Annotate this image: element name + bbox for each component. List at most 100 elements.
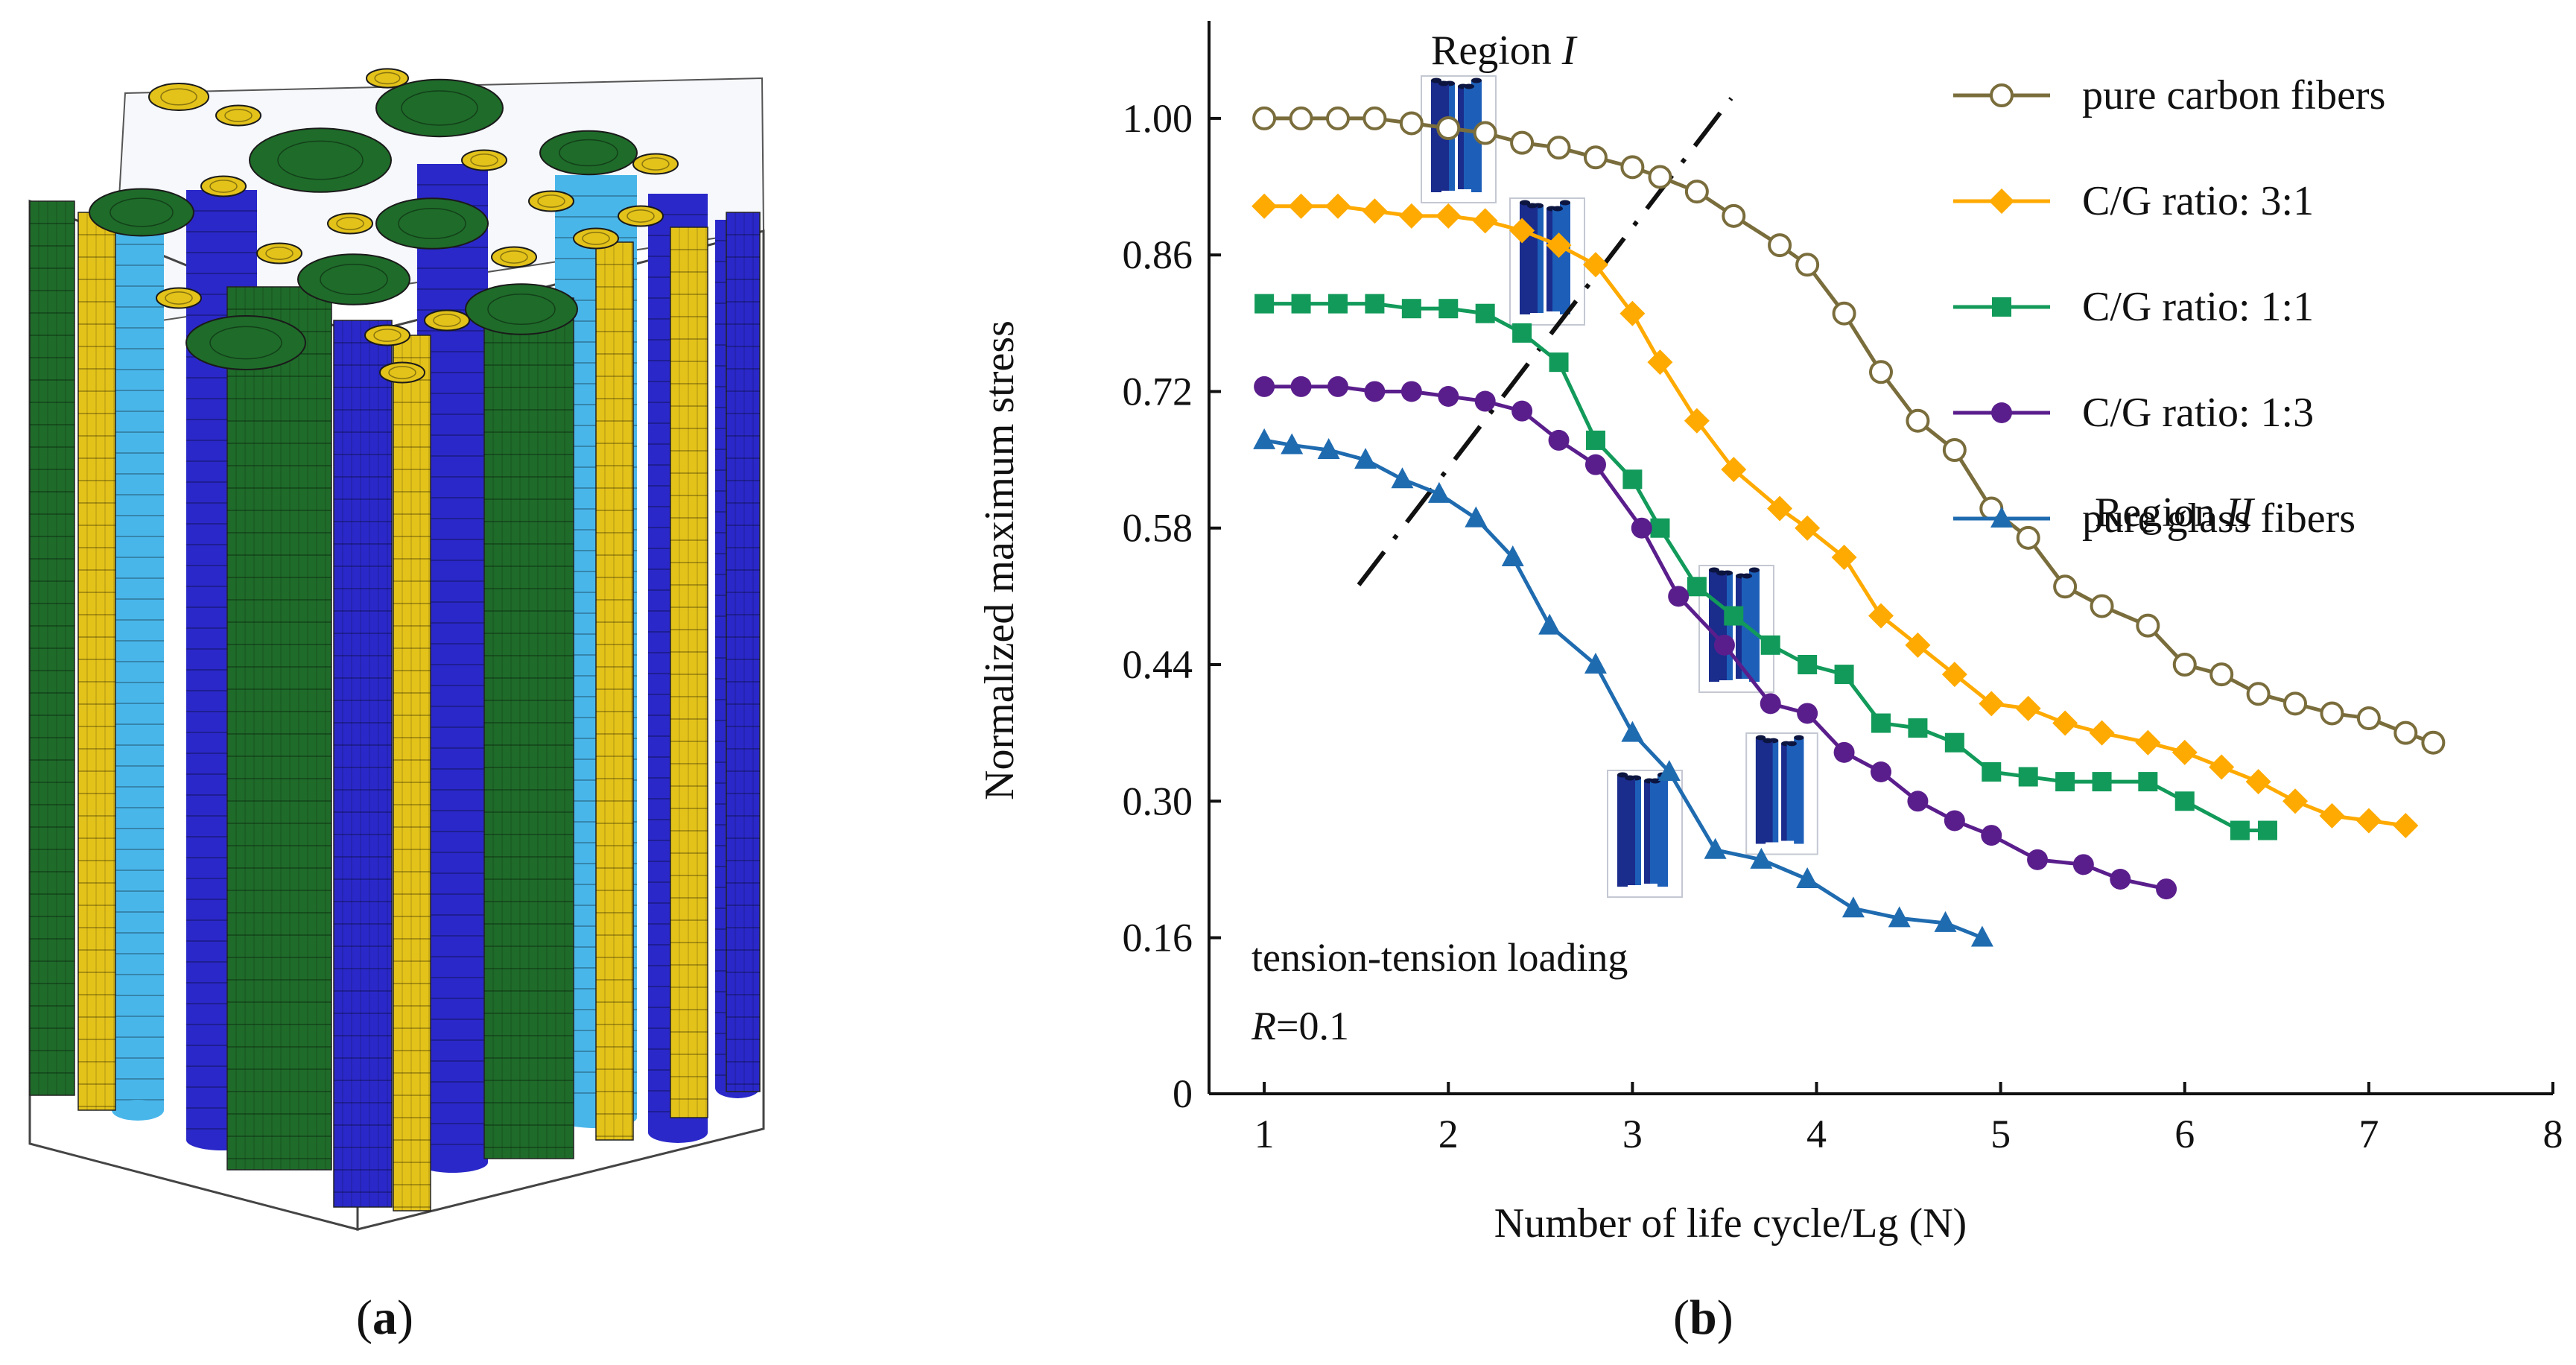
icon-fiber <box>1716 573 1727 680</box>
data-point-carbon <box>2393 720 2418 745</box>
data-point-cg31 <box>1795 515 1821 541</box>
legend-item-carbon: pure carbon fibers <box>1953 72 2385 118</box>
x-tick-label: 3 <box>1622 1112 1643 1156</box>
icon-fiber-top <box>1794 735 1804 741</box>
data-point-cg11 <box>2092 772 2112 792</box>
data-point-cg13 <box>1584 454 1606 475</box>
data-point-cg31 <box>2171 739 2198 765</box>
data-point-carbon <box>1325 106 1350 130</box>
data-point-cg13 <box>1871 761 1891 782</box>
series-group <box>1251 75 2446 947</box>
data-point-cg31 <box>1647 349 1673 376</box>
cylinder-bottom <box>648 1122 708 1143</box>
model-fiber-strip <box>670 227 708 1118</box>
x-tick-label: 4 <box>1806 1112 1827 1156</box>
fiber-end-mesh <box>388 366 416 379</box>
model-cylinder-back <box>112 224 164 1121</box>
data-point-carbon <box>1436 116 1461 140</box>
data-point-cg31 <box>2319 802 2345 829</box>
legend-label: pure glass fibers <box>2082 495 2355 542</box>
data-point-glass <box>1317 438 1340 459</box>
model-fiber-end <box>375 197 489 250</box>
data-point-glass <box>1281 433 1304 455</box>
data-point-cg11 <box>1724 606 1744 626</box>
data-point-cg11 <box>2257 820 2277 840</box>
data-point-cg31 <box>1435 203 1462 229</box>
icon-frame <box>1509 197 1585 326</box>
data-point-cg13 <box>1944 810 1965 832</box>
x-tick-label: 2 <box>1438 1112 1459 1156</box>
y-tick-label: 0.86 <box>1123 232 1193 277</box>
data-point-cg13 <box>2156 878 2177 900</box>
model-fiber-end <box>256 242 302 265</box>
panel-a-caption-layer: (a) <box>356 1290 413 1345</box>
data-point-cg31 <box>1472 208 1498 234</box>
data-point-carbon <box>2356 706 2381 730</box>
series-glass <box>1253 428 1993 947</box>
panel-a: (a) <box>0 0 849 1361</box>
data-point-cg11 <box>1908 718 1928 738</box>
icon-fiber-top <box>1786 741 1797 747</box>
strip-body <box>393 335 431 1212</box>
icon-fiber-top <box>1742 573 1752 579</box>
icon-fiber-top <box>1749 567 1760 573</box>
data-point-carbon <box>2320 701 2344 726</box>
icon-fiber <box>1527 206 1538 313</box>
model-fiber-end <box>327 212 373 235</box>
fiber-end-face <box>89 188 194 237</box>
model-fiber-end <box>539 130 638 176</box>
fiber-inset-icon-cg13 <box>1745 732 1818 855</box>
model-fiber-end <box>573 227 619 250</box>
data-point-cg31 <box>1684 408 1710 434</box>
model-fiber-end <box>465 283 578 335</box>
fiber-end-face <box>366 68 409 89</box>
data-point-cg11 <box>1650 518 1670 538</box>
data-point-glass <box>1391 467 1414 489</box>
strip-body <box>77 212 116 1111</box>
fiber-end-mesh <box>160 88 197 106</box>
data-point-cg11 <box>1944 732 1964 753</box>
data-point-cg31 <box>2089 720 2115 746</box>
x-tick-label: 6 <box>2174 1112 2195 1156</box>
fiber-end-face <box>249 127 392 193</box>
model-fiber-end <box>375 78 504 138</box>
icon-fiber-top <box>1560 200 1570 206</box>
series-cg11 <box>1254 294 2277 840</box>
data-point-carbon <box>1289 106 1313 130</box>
model-fiber-strip <box>483 297 574 1159</box>
data-point-carbon <box>1546 136 1571 160</box>
icon-fiber <box>1464 86 1474 189</box>
model-fiber-end <box>297 253 410 305</box>
data-point-carbon <box>1768 233 1792 258</box>
fiber-end-mesh <box>401 90 478 126</box>
fiber-end-face <box>491 246 537 268</box>
cylinder-bottom <box>417 1152 488 1173</box>
fiber-end-face <box>375 78 504 138</box>
data-point-carbon <box>2283 691 2308 716</box>
data-point-cg11 <box>1760 635 1780 655</box>
fiber-end-mesh <box>433 314 461 327</box>
data-point-glass <box>1354 448 1377 469</box>
y-tick-label: 0.72 <box>1123 369 1193 414</box>
data-point-cg31 <box>2355 808 2382 834</box>
data-point-cg13 <box>1907 791 1929 812</box>
data-point-glass <box>1796 867 1819 888</box>
icon-fiber-top <box>1471 77 1482 83</box>
data-point-cg31 <box>1546 232 1572 259</box>
icon-fiber-top <box>1763 738 1773 744</box>
fiber-end-face <box>465 283 578 335</box>
legend-swatch-marker <box>1990 507 2013 528</box>
fiber-end-mesh <box>320 264 388 295</box>
fiber-end-face <box>618 205 664 227</box>
icon-fiber <box>1763 741 1773 843</box>
strip-body <box>670 227 708 1118</box>
icon-frame <box>1607 770 1683 898</box>
data-point-cg13 <box>2027 849 2049 870</box>
data-point-cg31 <box>1325 193 1351 219</box>
data-point-cg11 <box>2230 820 2250 840</box>
data-point-cg31 <box>1251 193 1278 219</box>
data-point-carbon <box>1510 130 1535 155</box>
fiber-end-mesh <box>487 294 556 325</box>
series-carbon <box>1252 106 2446 755</box>
fiber-composite-model-image <box>28 68 765 1231</box>
